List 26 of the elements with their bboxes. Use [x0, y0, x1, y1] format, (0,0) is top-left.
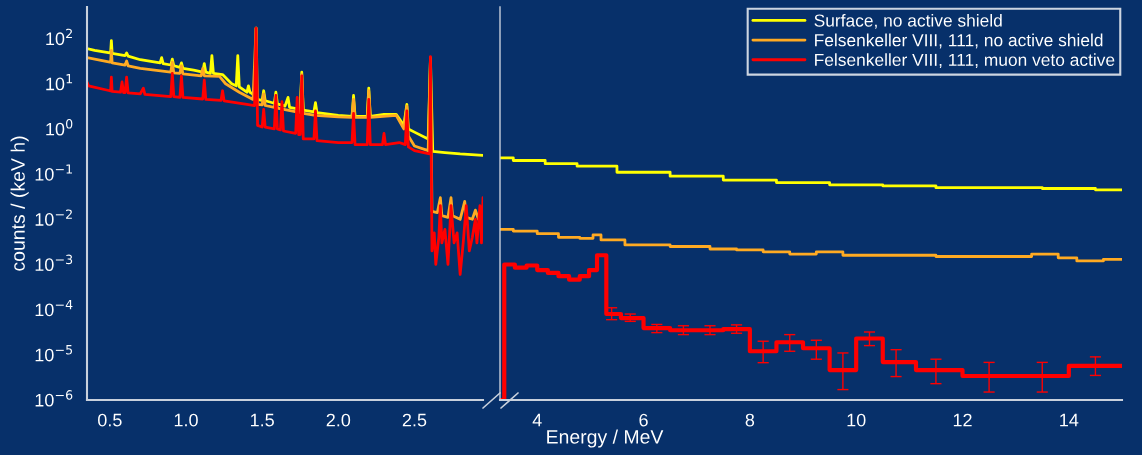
x-tick-label: 8: [745, 413, 755, 427]
x-axis-title: Energy / MeV: [547, 429, 664, 448]
y-tick-label: 10$^{1}$: [46, 74, 73, 91]
x-tick-label: 1.0: [174, 413, 198, 427]
x-tick-label: 14: [1060, 413, 1079, 427]
x-tick-label: 10: [847, 413, 866, 427]
y-tick-label: 10$^{−5}$: [35, 345, 73, 362]
x-tick-label: 4: [532, 413, 542, 427]
x-tick-label: 6: [639, 413, 648, 427]
x-tick-label: 2.5: [402, 413, 427, 427]
y-tick-label: 10$^{−3}$: [35, 254, 73, 272]
x-tick-label: 1.5: [250, 413, 274, 427]
y-axis-title: counts / (keV h): [10, 136, 29, 271]
x-tick-label: 0.5: [98, 413, 122, 427]
y-tick-label: 10$^{−2}$: [35, 209, 72, 226]
y-tick-label: 10$^{0}$: [46, 119, 73, 136]
y-tick-label: 10$^{−4}$: [35, 299, 73, 317]
legend-label: Felsenkeller VIII, 111, muon veto active: [815, 53, 1115, 69]
legend-label: Felsenkeller VIII, 111, no active shield: [815, 33, 1103, 49]
x-tick-label: 12: [953, 413, 972, 427]
x-tick-label: 2.0: [326, 413, 351, 427]
y-tick-label: 10$^{−6}$: [35, 390, 73, 407]
legend-label: Surface, no active shield: [814, 13, 1002, 29]
y-tick-label: 10$^{2}$: [46, 28, 72, 46]
line-series: [87, 26, 483, 276]
y-tick-label: 10$^{−1}$: [35, 164, 72, 181]
